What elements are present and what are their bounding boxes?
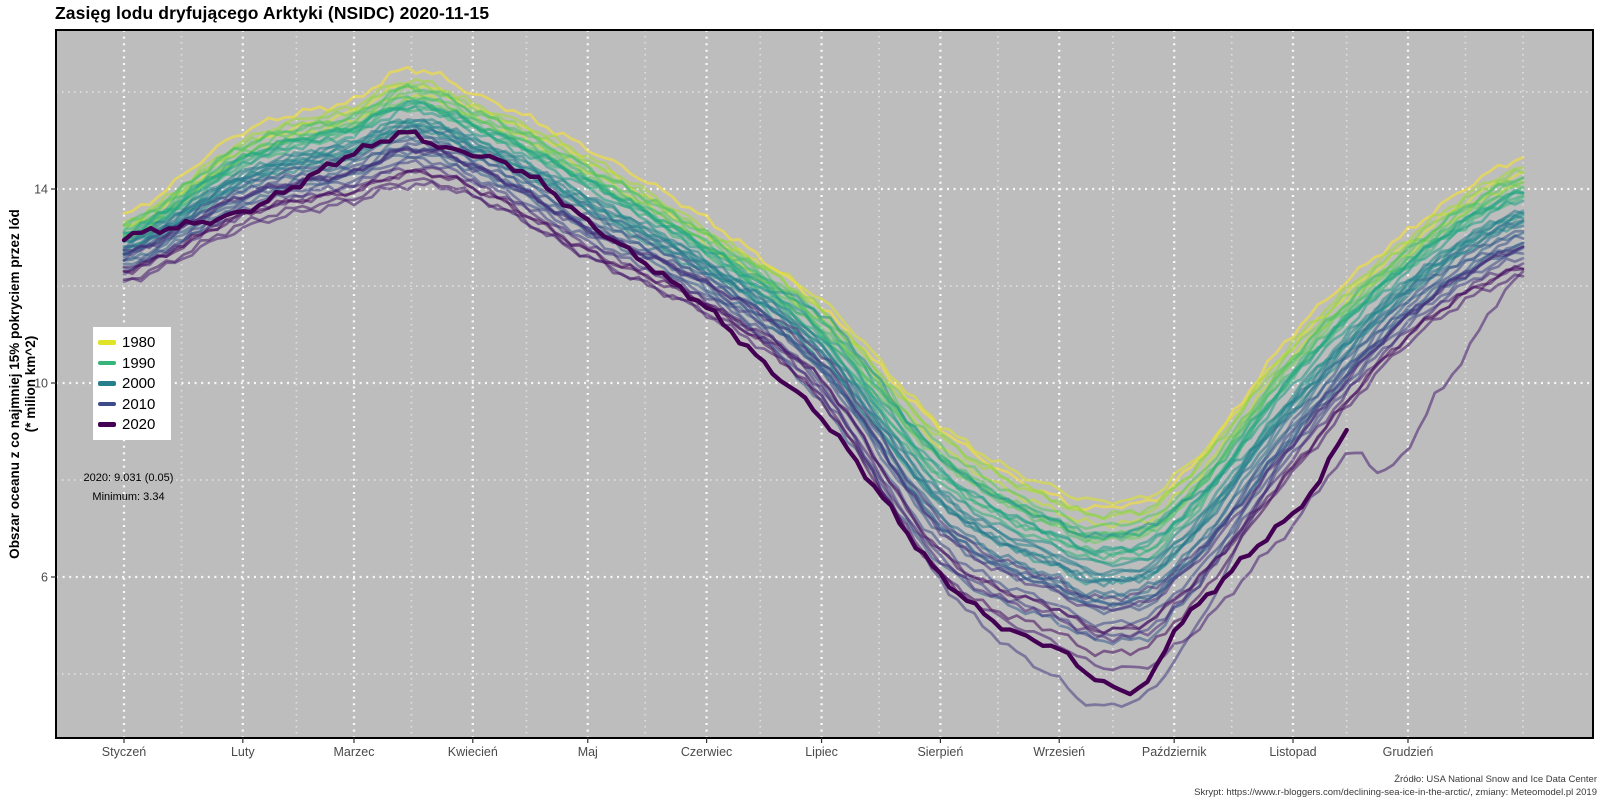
legend-box: 1980 1990 2000 2010 2020 (93, 327, 171, 440)
x-axis-month-label: Luty (231, 745, 255, 759)
x-axis-month-label: Marzec (333, 745, 374, 759)
legend-label: 2020 (122, 416, 156, 433)
x-axis-month-label: Wrzesień (1033, 745, 1085, 759)
source-line-1: Źródło: USA National Snow and Ice Data C… (1394, 774, 1597, 786)
legend-label: 2010 (122, 395, 156, 413)
series-line-2001 (122, 117, 1525, 576)
legend-swatch-icon (98, 360, 116, 366)
y-axis-title-line2: (* milion km^2) (23, 335, 38, 433)
x-axis-month-label: Lipiec (805, 745, 838, 759)
annotation-2020-current: 2020: 9.031 (0.05) (83, 472, 174, 484)
x-axis-month-label: Październik (1142, 745, 1207, 759)
legend-swatch-icon (98, 340, 116, 345)
series-line-2020 (121, 129, 1349, 697)
y-axis-tick-label: 10 (34, 377, 48, 391)
series-line-2009 (122, 140, 1525, 611)
x-axis-month-label: Styczeń (102, 745, 147, 759)
series-line-1993 (122, 99, 1525, 557)
legend-entry-2020: 2020 (98, 417, 171, 433)
x-axis-month-label: Czerwiec (681, 745, 732, 759)
legend-entry-2000: 2000 (98, 376, 171, 392)
legend-swatch-icon (98, 422, 116, 427)
x-axis-month-label: Grudzień (1383, 745, 1434, 759)
series-line-2019 (122, 168, 1525, 658)
source-line-2: Skrypt: https://www.r-bloggers.com/decli… (1194, 786, 1597, 798)
legend-label: 1980 (122, 334, 156, 351)
legend-swatch-icon (98, 381, 116, 386)
series-line-2014 (122, 146, 1525, 613)
chart-title: Zasięg lodu dryfującego Arktyki (NSIDC) … (55, 3, 490, 23)
legend-label: 1990 (122, 354, 156, 372)
panel-border (55, 29, 1594, 739)
legend-entry-1980: 1980 (98, 335, 171, 351)
source-caption: Źródło: USA National Snow and Ice Data C… (1194, 774, 1597, 799)
legend-label: 2000 (122, 375, 156, 392)
annotation-minimum: Minimum: 3.34 (92, 491, 165, 503)
series-line-2016 (122, 180, 1525, 672)
y-axis-tick-label: 6 (41, 571, 48, 585)
series-line-2008 (122, 135, 1525, 616)
series-line-1994 (122, 105, 1525, 554)
series-lines (121, 65, 1525, 708)
legend-entry-2010: 2010 (98, 396, 171, 412)
series-line-2015 (122, 166, 1525, 644)
x-axis-month-label: Maj (578, 745, 598, 759)
legend-entry-1990: 1990 (98, 355, 171, 371)
x-axis-month-label: Kwiecień (448, 745, 498, 759)
x-axis-month-label: Listopad (1269, 745, 1316, 759)
legend-swatch-icon (98, 401, 116, 407)
y-axis-tick-label: 14 (34, 183, 48, 197)
x-axis-month-label: Sierpień (917, 745, 963, 759)
series-line-2006 (122, 153, 1525, 609)
